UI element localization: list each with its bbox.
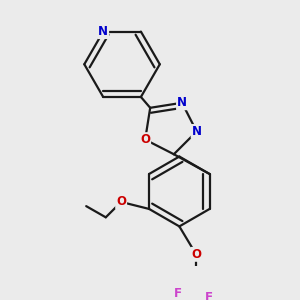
Text: N: N (177, 96, 187, 109)
Text: N: N (192, 125, 202, 138)
Text: F: F (205, 291, 213, 300)
Text: F: F (174, 287, 182, 300)
Text: N: N (98, 25, 108, 38)
Text: O: O (116, 195, 126, 208)
Text: O: O (191, 248, 201, 261)
Text: O: O (140, 133, 150, 146)
